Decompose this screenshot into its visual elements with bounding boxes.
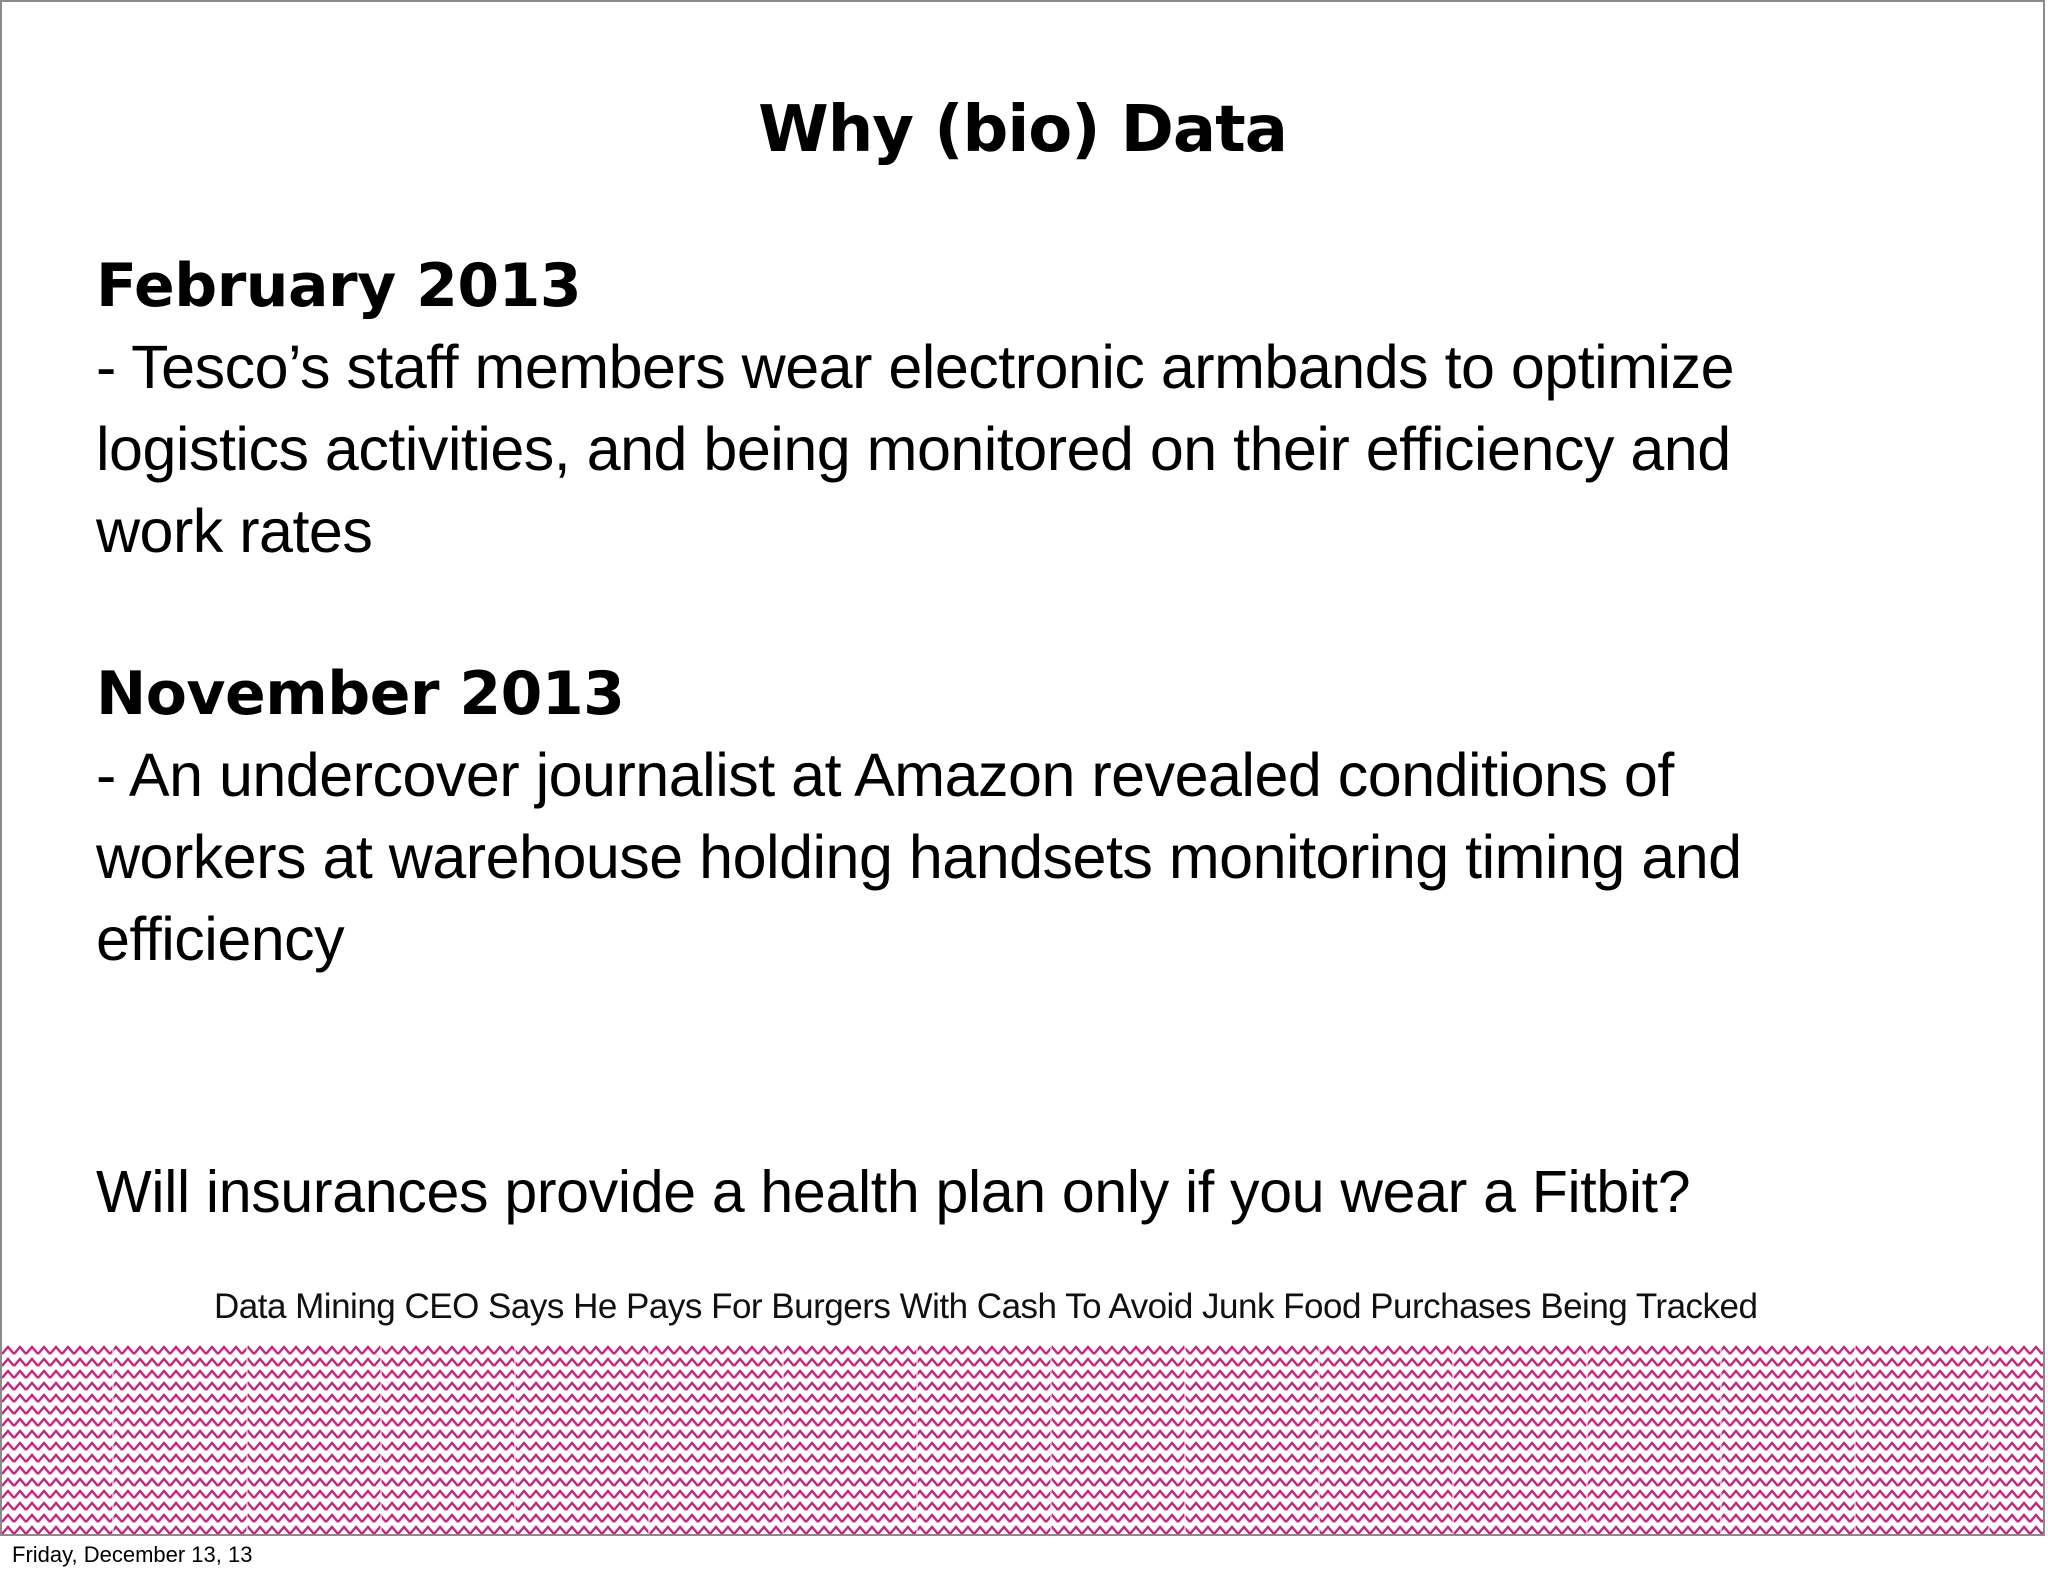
chevron-pattern-band	[2, 1344, 2043, 1534]
caption-text: Data Mining CEO Says He Pays For Burgers…	[214, 1287, 1758, 1326]
body-line: - Tesco’s staff members wear electronic …	[96, 333, 1735, 401]
slide: Why (bio) Data February 2013 - Tesco’s s…	[0, 0, 2045, 1536]
body-line: workers at warehouse holding handsets mo…	[96, 823, 1742, 891]
question-text: Will insurances provide a health plan on…	[96, 1159, 1691, 1225]
body-line: efficiency	[96, 905, 345, 973]
body-line: - An undercover journalist at Amazon rev…	[96, 741, 1674, 809]
section-body: - An undercover journalist at Amazon rev…	[96, 734, 1976, 980]
footer-date: Friday, December 13, 13	[12, 1542, 253, 1567]
section-february-2013: February 2013 - Tesco’s staff members we…	[96, 246, 1976, 572]
body-line: work rates	[96, 497, 373, 565]
section-november-2013: November 2013 - An undercover journalist…	[96, 654, 1976, 980]
body-line: logistics activities, and being monitore…	[96, 415, 1731, 483]
section-heading: February 2013	[96, 251, 582, 321]
section-heading: November 2013	[96, 659, 625, 729]
slide-title: Why (bio) Data	[758, 93, 1288, 167]
section-body: - Tesco’s staff members wear electronic …	[96, 326, 1976, 572]
